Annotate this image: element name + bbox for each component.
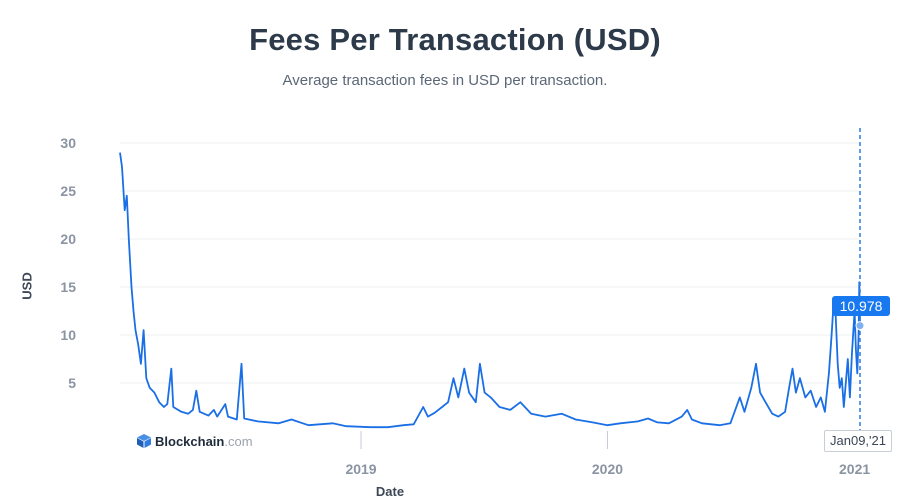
y-tick-label: 30 <box>60 135 76 151</box>
fees-series-line[interactable] <box>119 152 861 429</box>
y-tick-label: 10 <box>60 327 76 343</box>
page-title: Fees Per Transaction (USD) <box>249 22 661 57</box>
x-tick-label: 2021 <box>839 461 870 477</box>
y-axis-title: USD <box>19 272 35 300</box>
y-tick-label: 25 <box>60 183 76 199</box>
y-tick-label: 15 <box>60 279 76 295</box>
y-tick-label: 5 <box>68 375 76 391</box>
page-subtitle: Average transaction fees in USD per tran… <box>282 72 608 89</box>
x-tick-label: 2019 <box>345 461 376 477</box>
hover-point <box>855 321 865 331</box>
value-tooltip: 10.978 <box>832 296 890 316</box>
y-tick-label: 20 <box>60 231 76 247</box>
brand-tld: .com <box>224 433 253 449</box>
blockchain-logo-icon <box>137 434 151 448</box>
blockchain-brand: Blockchain .com <box>137 432 253 450</box>
brand-name: Blockchain <box>155 433 225 449</box>
x-tick-label: 2020 <box>592 461 623 477</box>
crosshair-date-label: Jan09,'21 <box>824 430 892 452</box>
